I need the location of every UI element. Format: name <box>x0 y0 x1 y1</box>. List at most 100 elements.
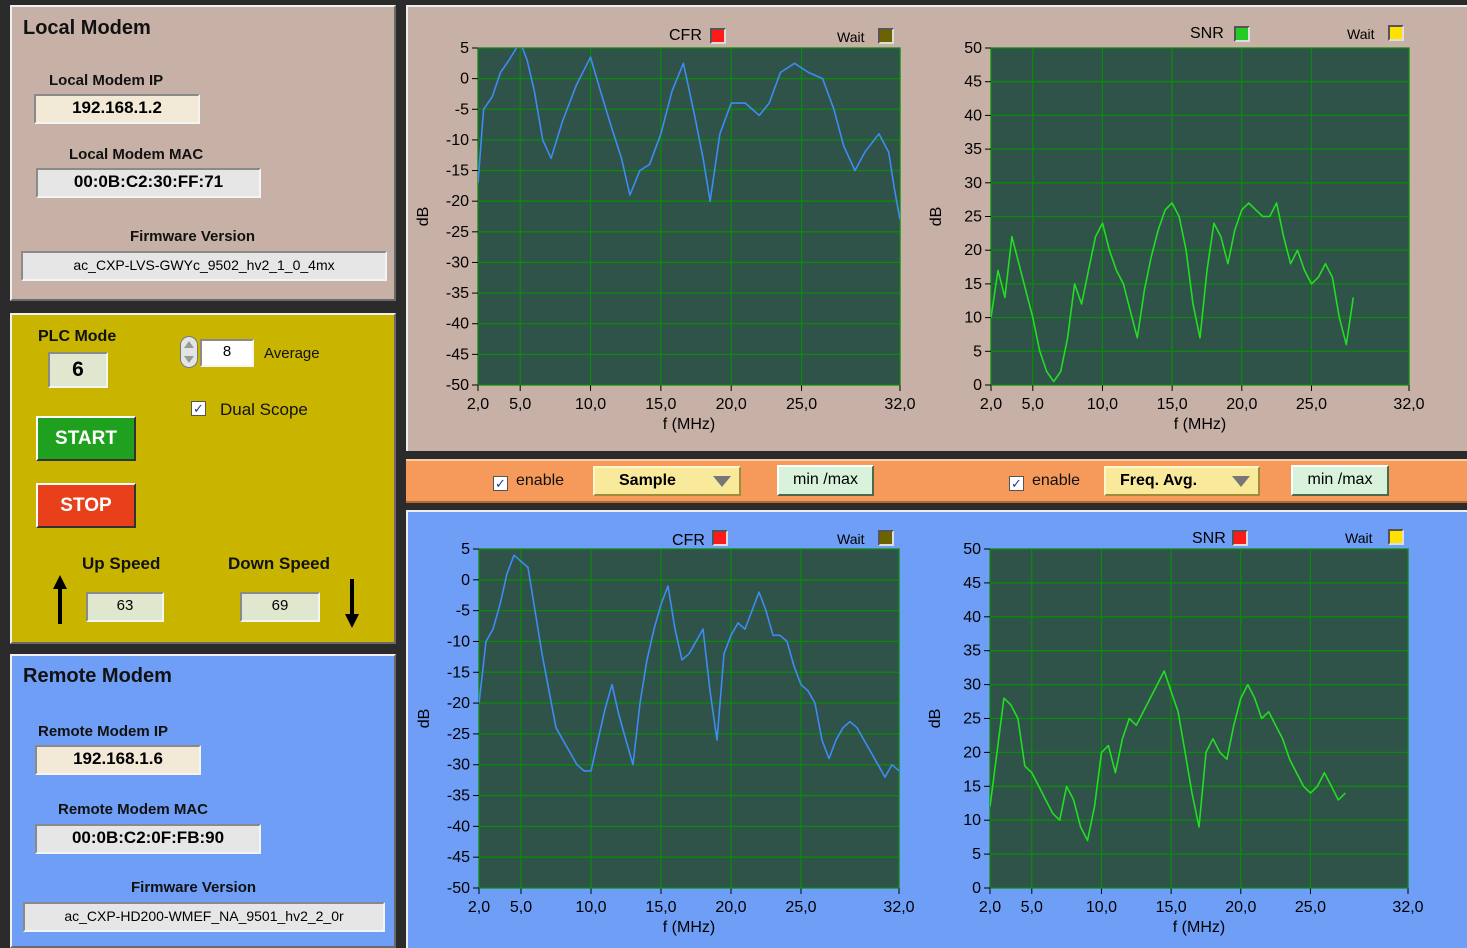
y-tick-label: 45 <box>963 575 981 592</box>
y-tick-label: -35 <box>446 285 469 302</box>
right-minmax-button[interactable]: min /max <box>1291 465 1389 496</box>
y-tick-label: -5 <box>456 603 470 620</box>
right-enable-checkbox[interactable]: ✓ <box>1009 476 1024 491</box>
remote-ip-label: Remote Modem IP <box>38 723 169 740</box>
up-speed-label: Up Speed <box>82 554 161 573</box>
y-tick-label: 30 <box>963 677 981 694</box>
y-tick-label: -20 <box>447 695 470 712</box>
x-tick-label: 25,0 <box>786 396 817 413</box>
plot-group: 2,0 5,0 10,0 15,0 20,0 25,0 32,0 5 0 -5 -10 -15 -20 -… <box>415 40 916 433</box>
y-tick-label: 0 <box>973 377 982 394</box>
top-snr-wait-label: Wait <box>1347 26 1375 42</box>
y-tick-label: 40 <box>964 107 982 124</box>
local-ip-label: Local Modem IP <box>49 72 164 89</box>
top-snr-wait-led-icon <box>1388 25 1404 41</box>
y-tick-label: 10 <box>964 310 982 327</box>
local-fw-label: Firmware Version <box>130 228 256 245</box>
y-tick-label: -20 <box>446 193 469 210</box>
local-mac-field[interactable]: 00:0B:C2:30:FF:71 <box>36 168 261 198</box>
remote-mac-field[interactable]: 00:0B:C2:0F:FB:90 <box>35 824 261 854</box>
bottom-cfr-chart: 2,0 5,0 10,0 15,0 20,0 25,0 32,0 5 0 -5 -10 -15 -20 -… <box>416 541 915 936</box>
right-dropdown-arrow-icon <box>1232 476 1250 487</box>
stop-button[interactable]: STOP <box>36 483 136 528</box>
y-tick-label: 50 <box>963 541 981 558</box>
y-tick-label: -5 <box>455 101 469 118</box>
y-tick-label: -15 <box>447 664 470 681</box>
plot-area <box>477 47 901 386</box>
average-input[interactable]: 8 <box>200 339 254 367</box>
series-line <box>479 554 899 778</box>
y-tick-label: 5 <box>460 40 469 57</box>
series-line <box>990 670 1346 842</box>
spinner-up-icon[interactable] <box>184 341 194 348</box>
x-axis-label: f (MHz) <box>663 416 715 433</box>
y-tick-label: -40 <box>447 818 470 835</box>
remote-fw-field[interactable]: ac_CXP-HD200-WMEF_NA_9501_hv2_2_0r <box>23 902 385 932</box>
left-dropdown-arrow-icon <box>713 476 731 487</box>
left-mode-dropdown[interactable]: Sample <box>593 466 741 496</box>
bottom-cfr-wait-label: Wait <box>837 531 865 547</box>
top-snr-label: SNR <box>1190 25 1224 42</box>
local-modem-panel: Local Modem Local Modem IP 192.168.1.2 L… <box>10 5 396 301</box>
dual-scope-checkbox[interactable]: ✓ <box>191 401 206 416</box>
y-tick-label: -15 <box>446 163 469 180</box>
x-tick-label: 32,0 <box>1393 396 1424 413</box>
x-tick-label: 20,0 <box>1226 396 1257 413</box>
y-tick-label: 0 <box>972 880 981 897</box>
down-speed-value: 69 <box>240 592 320 622</box>
left-mode-value: Sample <box>619 472 676 489</box>
plot-group: 2,0 5,0 10,0 15,0 20,0 25,0 32,0 5 0 -5 -10 -15 -20 -… <box>416 541 915 936</box>
y-tick-label: -45 <box>446 346 469 363</box>
y-tick-label: 5 <box>972 846 981 863</box>
local-mac-label: Local Modem MAC <box>69 146 204 163</box>
x-tick-label: 20,0 <box>715 899 746 916</box>
spinner-down-icon[interactable] <box>184 356 194 363</box>
y-tick-label: -10 <box>446 132 469 149</box>
y-tick-label: 35 <box>963 643 981 660</box>
remote-modem-panel: Remote Modem Remote Modem IP 192.168.1.6… <box>10 654 396 948</box>
right-mode-value: Freq. Avg. <box>1120 472 1198 489</box>
plot-group: 2,0 5,0 10,0 15,0 20,0 25,0 32,050454035302520… <box>927 541 1424 936</box>
y-tick-label: 35 <box>964 141 982 158</box>
y-tick-label: 0 <box>461 572 470 589</box>
left-enable-label: enable <box>516 472 565 489</box>
y-tick-label: 25 <box>963 711 981 728</box>
y-tick-label: 15 <box>964 276 982 293</box>
local-fw-field[interactable]: ac_CXP-LVS-GWYc_9502_hv2_1_0_4mx <box>21 251 387 281</box>
remote-ip-field[interactable]: 192.168.1.6 <box>35 745 201 775</box>
bottom-cfr-label: CFR <box>672 532 705 549</box>
right-mode-dropdown[interactable]: Freq. Avg. <box>1104 466 1260 496</box>
top-snr-led-icon <box>1234 26 1250 42</box>
x-tick-label: 15,0 <box>1156 899 1187 916</box>
x-tick-label: 2,0 <box>979 899 1001 916</box>
left-enable-checkbox[interactable]: ✓ <box>493 476 508 491</box>
plc-mode-label: PLC Mode <box>38 328 117 345</box>
y-tick-label: -30 <box>446 254 469 271</box>
x-tick-label: 25,0 <box>785 899 816 916</box>
y-tick-label: -40 <box>446 316 469 333</box>
average-spinner[interactable] <box>180 336 198 368</box>
bottom-cfr-wait-led-icon <box>878 530 894 546</box>
y-axis-label: dB <box>927 709 944 729</box>
x-tick-label: 20,0 <box>716 396 747 413</box>
left-minmax-button[interactable]: min /max <box>777 465 874 496</box>
y-axis-label: dB <box>928 207 945 227</box>
x-tick-label: 25,0 <box>1296 396 1327 413</box>
y-tick-label: -50 <box>447 880 470 897</box>
y-tick-label: 50 <box>964 40 982 57</box>
x-tick-label: 20,0 <box>1225 899 1256 916</box>
local-ip-field[interactable]: 192.168.1.2 <box>34 94 200 124</box>
down-speed-label: Down Speed <box>228 554 331 573</box>
dual-scope-label: Dual Scope <box>220 400 308 419</box>
arrow-down-icon <box>345 579 359 628</box>
average-label: Average <box>264 345 320 362</box>
y-tick-label: 20 <box>964 242 982 259</box>
top-cfr-chart: 2,0 5,0 10,0 15,0 20,0 25,0 32,0 5 0 -5 -10 -15 -20 -… <box>415 40 916 433</box>
x-tick-label: 5,0 <box>1022 396 1044 413</box>
x-tick-label: 5,0 <box>509 396 531 413</box>
remote-modem-title: Remote Modem <box>23 665 172 687</box>
y-tick-label: 30 <box>964 175 982 192</box>
start-button[interactable]: START <box>36 416 136 461</box>
top-snr-chart: 2,0 5,0 10,0 15,0 20,0 25,0 32,050454035302520… <box>928 40 1425 433</box>
bottom-snr-led-icon <box>1232 530 1248 546</box>
